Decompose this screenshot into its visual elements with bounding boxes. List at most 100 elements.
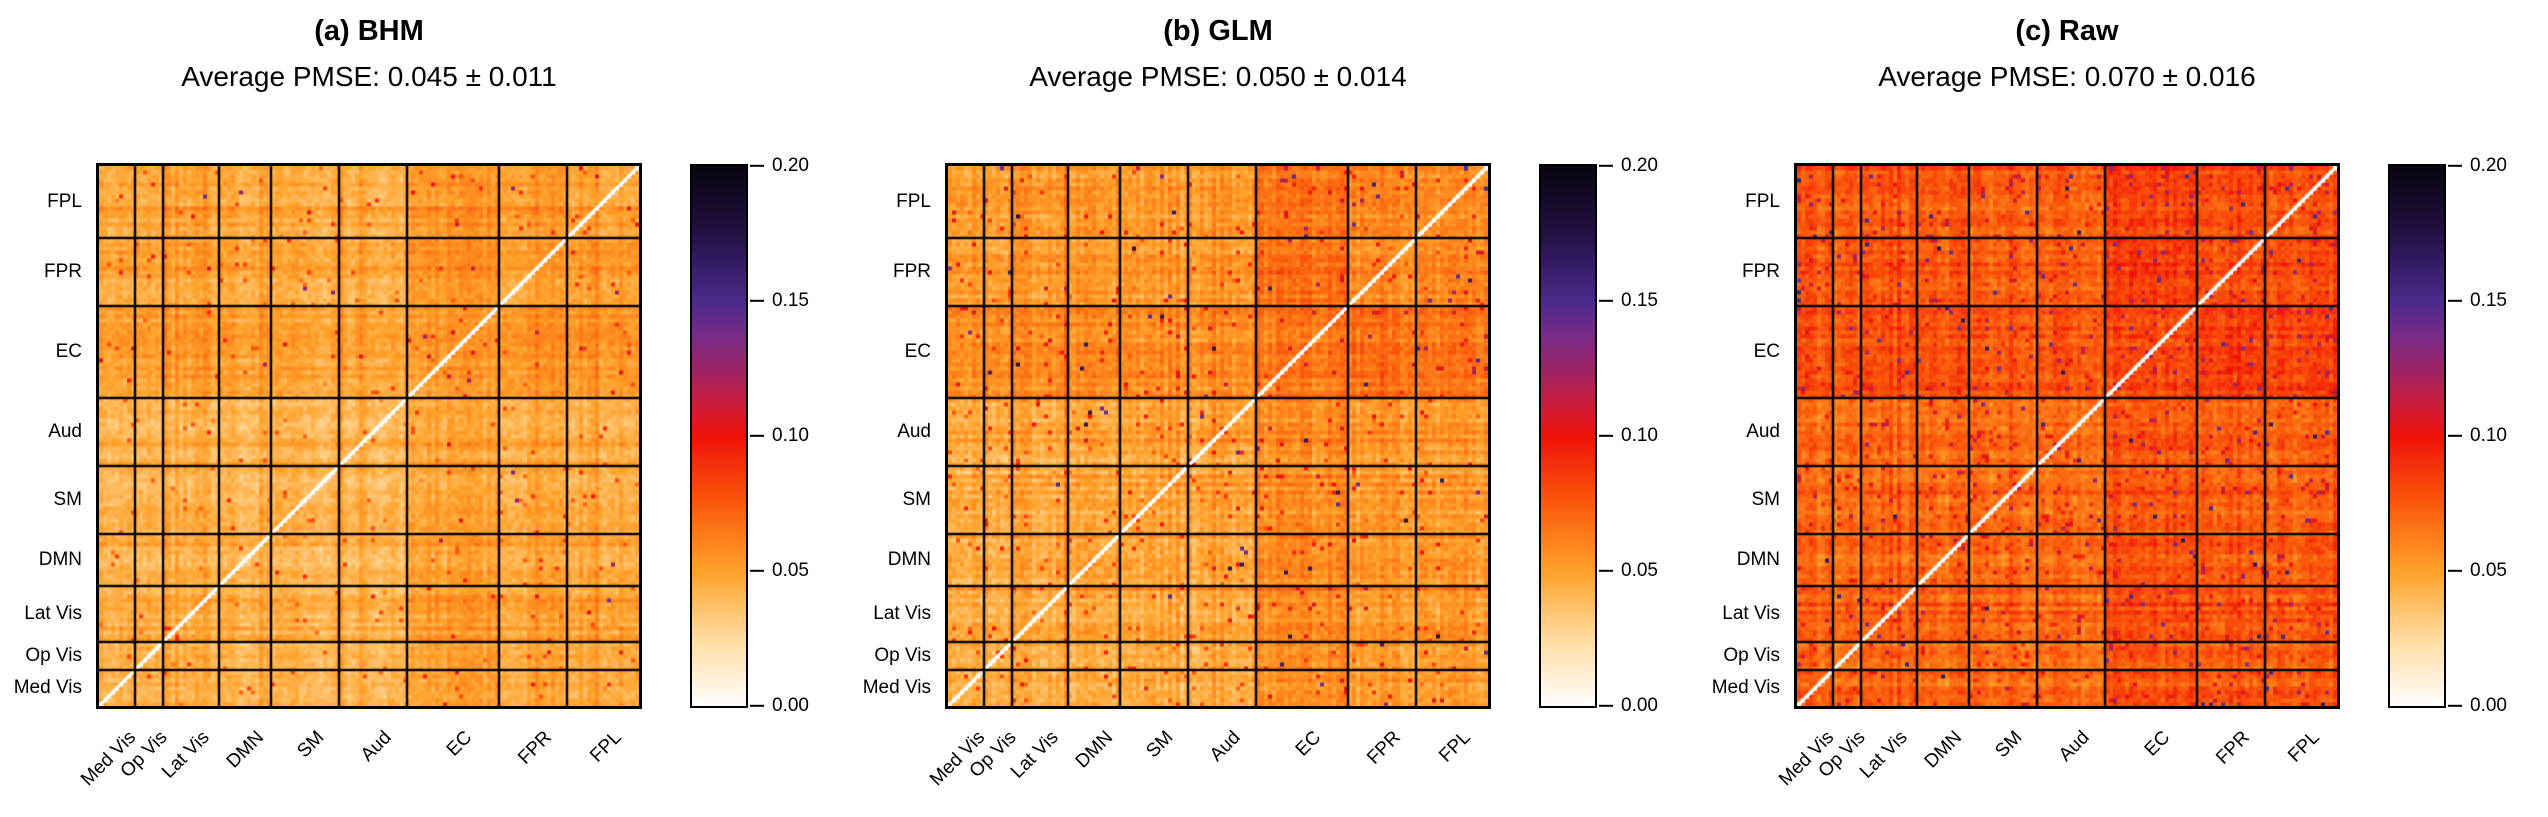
colorbar-tick-mark (2448, 299, 2462, 303)
y-axis-label-ec: EC (904, 341, 931, 362)
pmse-heatmap-figure: (a) BHM Average PMSE: 0.045 ± 0.011 Med … (0, 0, 2547, 790)
panel-title: (c) Raw (2015, 15, 2119, 47)
y-axis-label-fpr: FPR (44, 261, 82, 282)
y-axis-label-fpr: FPR (1742, 261, 1780, 282)
y-axis-label-med-vis: Med Vis (13, 677, 82, 698)
panel-title: (b) GLM (1163, 15, 1273, 47)
y-axis-label-sm: SM (1751, 489, 1781, 510)
colorbar-tick-label: 0.00 (772, 695, 809, 716)
plot-area: Med Vis Op Vis Lat Vis DMN SM Aud EC FPR FPL 0.0… (849, 155, 1698, 790)
colorbar-tick-label: 0.10 (772, 425, 809, 446)
x-axis-label-fpl: FPL (586, 727, 626, 767)
x-axis-label-fpl: FPL (1435, 727, 1475, 767)
x-axis-label-sm: SM (1141, 727, 1177, 763)
x-axis-label-fpr: FPR (2212, 727, 2254, 769)
panel-raw: (c) Raw Average PMSE: 0.070 ± 0.016 Med … (1698, 0, 2547, 790)
x-axis-label-fpr: FPR (1363, 727, 1405, 769)
colorbar (690, 164, 748, 708)
colorbar-tick-mark (750, 569, 764, 573)
colorbar (2388, 164, 2446, 708)
x-axis-label-lat-vis: Lat Vis (1856, 727, 1912, 783)
x-axis-label-ec: EC (1291, 727, 1325, 761)
y-axis-label-fpr: FPR (893, 261, 931, 282)
x-axis-label-ec: EC (2140, 727, 2174, 761)
colorbar-tick-label: 0.20 (772, 155, 809, 176)
heatmap-canvas (1794, 163, 2340, 709)
panel-subtitle: Average PMSE: 0.070 ± 0.016 (1878, 61, 2256, 92)
colorbar-tick-mark (2448, 704, 2462, 708)
y-axis-label-sm: SM (902, 489, 932, 510)
heatmap-canvas (945, 163, 1491, 709)
x-axis-labels: Med Vis Op Vis Lat Vis DMN SM Aud EC FPR FPL (0, 717, 849, 817)
y-axis-label-lat-vis: Lat Vis (1722, 603, 1780, 624)
plot-area: Med Vis Op Vis Lat Vis DMN SM Aud EC FPR FPL 0.0… (1698, 155, 2547, 790)
colorbar-tick-label: 0.00 (1621, 695, 1658, 716)
colorbar-tick-mark (1599, 299, 1613, 303)
x-axis-label-aud: Aud (1206, 727, 1245, 766)
colorbar-tick-mark (1599, 434, 1613, 438)
colorbar-ticks: 0.00 0.05 0.10 0.15 0.20 (2448, 155, 2538, 716)
y-axis-label-ec: EC (1753, 341, 1780, 362)
y-axis-label-aud: Aud (1746, 421, 1780, 442)
colorbar-ticks: 0.00 0.05 0.10 0.15 0.20 (750, 155, 840, 716)
colorbar-tick-mark (1599, 164, 1613, 168)
colorbar-tick-label: 0.05 (2470, 560, 2507, 581)
colorbar-tick-label: 0.15 (2470, 290, 2507, 311)
y-axis-label-dmn: DMN (887, 549, 931, 570)
y-axis-labels: Med Vis Op Vis Lat Vis DMN SM Aud EC FPR FPL (1698, 163, 1790, 709)
colorbar-ticks: 0.00 0.05 0.10 0.15 0.20 (1599, 155, 1689, 716)
colorbar-tick-mark (2448, 164, 2462, 168)
x-axis-label-sm: SM (292, 727, 328, 763)
x-axis-labels: Med Vis Op Vis Lat Vis DMN SM Aud EC FPR FPL (849, 717, 1698, 817)
colorbar-tick-label: 0.00 (2470, 695, 2507, 716)
panel-title: (a) BHM (314, 15, 424, 47)
y-axis-label-fpl: FPL (1745, 191, 1780, 212)
plot-area: Med Vis Op Vis Lat Vis DMN SM Aud EC FPR FPL 0.0… (0, 155, 849, 790)
y-axis-labels: Med Vis Op Vis Lat Vis DMN SM Aud EC FPR FPL (849, 163, 941, 709)
y-axis-label-op-vis: Op Vis (1723, 645, 1780, 666)
panel-subtitle: Average PMSE: 0.050 ± 0.014 (1029, 61, 1407, 92)
y-axis-label-lat-vis: Lat Vis (873, 603, 931, 624)
x-axis-label-fpr: FPR (514, 727, 556, 769)
y-axis-label-fpl: FPL (896, 191, 931, 212)
colorbar-tick-label: 0.05 (1621, 560, 1658, 581)
x-axis-labels: Med Vis Op Vis Lat Vis DMN SM Aud EC FPR FPL (1698, 717, 2547, 817)
colorbar (1539, 164, 1597, 708)
y-axis-label-med-vis: Med Vis (1711, 677, 1780, 698)
colorbar-tick-mark (750, 299, 764, 303)
colorbar-tick-label: 0.20 (1621, 155, 1658, 176)
y-axis-label-aud: Aud (48, 421, 82, 442)
panel-glm: (b) GLM Average PMSE: 0.050 ± 0.014 Med … (849, 0, 1698, 790)
x-axis-label-aud: Aud (357, 727, 396, 766)
y-axis-label-dmn: DMN (1736, 549, 1780, 570)
x-axis-label-dmn: DMN (1920, 727, 1966, 773)
colorbar-tick-label: 0.10 (2470, 425, 2507, 446)
colorbar-tick-label: 0.15 (1621, 290, 1658, 311)
colorbar-tick-label: 0.15 (772, 290, 809, 311)
y-axis-label-aud: Aud (897, 421, 931, 442)
x-axis-label-ec: EC (442, 727, 476, 761)
x-axis-label-dmn: DMN (222, 727, 268, 773)
y-axis-label-op-vis: Op Vis (25, 645, 82, 666)
colorbar-tick-mark (1599, 704, 1613, 708)
x-axis-label-sm: SM (1990, 727, 2026, 763)
panel-bhm: (a) BHM Average PMSE: 0.045 ± 0.011 Med … (0, 0, 849, 790)
x-axis-label-dmn: DMN (1071, 727, 1117, 773)
y-axis-label-fpl: FPL (47, 191, 82, 212)
y-axis-label-dmn: DMN (38, 549, 82, 570)
y-axis-label-med-vis: Med Vis (862, 677, 931, 698)
colorbar-tick-mark (2448, 569, 2462, 573)
colorbar-tick-mark (750, 434, 764, 438)
colorbar-tick-label: 0.05 (772, 560, 809, 581)
colorbar-tick-mark (750, 164, 764, 168)
x-axis-label-lat-vis: Lat Vis (158, 727, 214, 783)
y-axis-label-ec: EC (55, 341, 82, 362)
panel-subtitle: Average PMSE: 0.045 ± 0.011 (181, 61, 557, 92)
colorbar-tick-mark (1599, 569, 1613, 573)
y-axis-label-lat-vis: Lat Vis (24, 603, 82, 624)
y-axis-labels: Med Vis Op Vis Lat Vis DMN SM Aud EC FPR FPL (0, 163, 92, 709)
y-axis-label-op-vis: Op Vis (874, 645, 931, 666)
x-axis-label-lat-vis: Lat Vis (1007, 727, 1063, 783)
x-axis-label-aud: Aud (2055, 727, 2094, 766)
colorbar-tick-mark (2448, 434, 2462, 438)
